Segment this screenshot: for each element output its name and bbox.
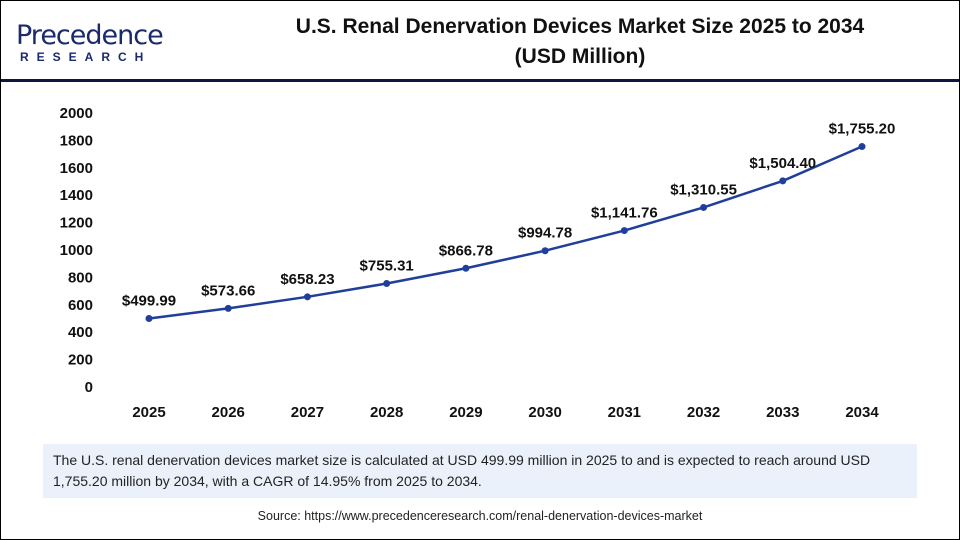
data-label: $994.78 [518,225,572,242]
chart-title: U.S. Renal Denervation Devices Market Si… [200,12,960,72]
data-point [541,247,549,255]
x-tick-label: 2033 [766,404,799,421]
x-tick-label: 2026 [212,404,245,421]
y-tick-label: 400 [68,324,93,341]
x-tick-label: 2034 [845,404,879,421]
y-tick-label: 0 [85,379,93,396]
data-point [145,315,153,323]
title-line-2: (USD Million) [514,45,646,68]
data-point [224,304,232,312]
y-tick-label: 200 [68,352,93,369]
x-tick-label: 2027 [291,404,324,421]
data-point [462,264,470,272]
data-point [383,280,391,288]
data-label: $658.23 [280,271,334,288]
x-tick-label: 2025 [132,404,165,421]
title-line-1: U.S. Renal Denervation Devices Market Si… [295,15,865,38]
y-tick-label: 1800 [60,132,93,149]
data-point [303,293,311,301]
x-tick-label: 2031 [608,404,641,421]
header-divider [1,79,959,82]
data-label: $573.66 [201,282,255,299]
x-tick-label: 2029 [449,404,482,421]
y-tick-label: 1200 [60,215,93,232]
series-line [148,145,863,320]
y-tick-label: 600 [68,297,93,314]
y-tick-label: 1400 [60,187,93,204]
y-tick-label: 1000 [60,242,93,259]
data-point [620,227,628,235]
data-label: $866.78 [439,242,493,259]
logo: Precedence RESEARCH [16,20,164,65]
x-tick-label: 2032 [687,404,720,421]
data-point [700,203,708,211]
data-label: $755.31 [360,258,414,275]
data-label: $1,310.55 [670,181,737,198]
x-tick-label: 2028 [370,404,403,421]
y-tick-label: 2000 [60,105,93,122]
source-text: Source: https://www.precedenceresearch.c… [257,509,703,523]
data-point [779,177,787,185]
y-tick-label: 800 [68,269,93,286]
data-label: $1,504.40 [749,155,816,172]
data-point [858,143,866,151]
summary-note: The U.S. renal denervation devices marke… [43,444,917,498]
data-label: $1,755.20 [829,121,896,138]
logo-brand: Precedence [16,20,164,51]
logo-sub: RESEARCH [20,50,152,64]
y-tick-label: 1600 [60,160,93,177]
data-label: $1,141.76 [591,205,658,222]
data-label: $499.99 [122,293,176,310]
x-tick-label: 2030 [528,404,561,421]
